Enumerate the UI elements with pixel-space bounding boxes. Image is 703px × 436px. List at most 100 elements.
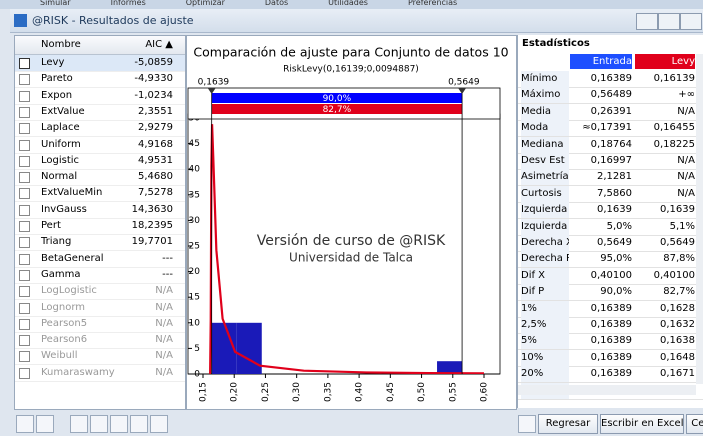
list-row[interactable]: LogLogistic N/A bbox=[15, 283, 185, 301]
column-header: Nombre bbox=[41, 39, 81, 50]
list-row[interactable]: Normal 5,4680 bbox=[15, 169, 185, 187]
list-row[interactable]: Expon -1,0234 bbox=[15, 88, 185, 105]
qq-icon[interactable] bbox=[110, 415, 128, 433]
histogram-bar bbox=[236, 322, 262, 374]
checkbox[interactable] bbox=[19, 106, 30, 118]
y-tick-label: 15 bbox=[189, 293, 200, 303]
checkbox[interactable] bbox=[19, 188, 30, 200]
stats-row: Moda ≈0,17391 0,16455 bbox=[518, 120, 703, 138]
list-row[interactable]: ExtValueMin 7,5278 bbox=[15, 185, 185, 203]
list-row[interactable]: Pert 18,2395 bbox=[15, 218, 185, 235]
list-row[interactable]: Levy -5,0859 bbox=[15, 55, 185, 72]
list-row[interactable]: ExtValue 2,3551 bbox=[15, 104, 185, 121]
histogram-bar bbox=[437, 361, 463, 374]
stat-value: 82,7% bbox=[663, 286, 695, 298]
checkbox[interactable] bbox=[19, 253, 30, 265]
checkbox[interactable] bbox=[19, 302, 30, 314]
list-row[interactable]: Triang 19,7701 bbox=[15, 234, 185, 252]
checkbox[interactable] bbox=[19, 351, 30, 363]
x-tick-label: 0,50 bbox=[417, 382, 427, 402]
stat-value: 2,1281 bbox=[597, 171, 632, 183]
list-row[interactable]: Lognorm N/A bbox=[15, 300, 185, 317]
y-tick-label: 35 bbox=[189, 190, 200, 200]
list-row[interactable]: Uniform 4,9168 bbox=[15, 137, 185, 154]
stat-value: 0,1632 bbox=[660, 319, 695, 330]
list-row[interactable]: Pareto -4,9330 bbox=[15, 71, 185, 89]
list-row[interactable]: Laplace 2,9279 bbox=[15, 120, 185, 138]
stats-row: Mínimo 0,16389 0,16139 bbox=[518, 71, 703, 88]
list-row[interactable]: Pearson5 N/A bbox=[15, 316, 185, 333]
chart-type-icon[interactable] bbox=[130, 415, 148, 433]
stat-value: 0,18764 bbox=[590, 138, 632, 150]
checkbox[interactable] bbox=[19, 367, 30, 379]
stats-row: Dif P 90,0% 82,7% bbox=[518, 284, 703, 302]
checkbox[interactable] bbox=[19, 90, 30, 102]
stat-value: 0,16389 bbox=[590, 335, 632, 347]
list-row[interactable]: Gamma --- bbox=[15, 267, 185, 284]
list-row[interactable]: BetaGeneral --- bbox=[15, 251, 185, 268]
checkbox[interactable] bbox=[19, 318, 30, 330]
checkbox[interactable] bbox=[19, 221, 30, 232]
checkbox[interactable] bbox=[19, 172, 30, 184]
scrollbar bbox=[696, 54, 703, 384]
button[interactable]: Regresar bbox=[538, 414, 598, 434]
aic-value: 2,3551 bbox=[138, 105, 173, 117]
stats-row: Mediana 0,18764 0,18225 bbox=[518, 136, 703, 154]
stats-row: 20% 0,16389 0,1671 bbox=[518, 366, 703, 384]
list-row[interactable]: Weibull N/A bbox=[15, 348, 185, 366]
column-header: Levy bbox=[635, 54, 695, 69]
pp-icon[interactable] bbox=[90, 415, 108, 433]
delimiter-handle[interactable] bbox=[207, 88, 216, 94]
list-row[interactable]: Logistic 4,9531 bbox=[15, 153, 185, 170]
close-button[interactable] bbox=[680, 13, 702, 30]
table-icon[interactable] bbox=[150, 415, 168, 433]
menu-item: Simular bbox=[40, 0, 71, 7]
chart-panel: Comparación de ajuste para Conjunto de d… bbox=[186, 35, 517, 410]
checkbox[interactable] bbox=[19, 269, 30, 281]
checkbox[interactable] bbox=[19, 204, 30, 216]
list-row[interactable]: Pearson6 N/A bbox=[15, 332, 185, 350]
aic-value: N/A bbox=[155, 301, 173, 313]
checkbox[interactable] bbox=[19, 123, 30, 135]
stat-value: 0,16389 bbox=[590, 302, 632, 314]
fit-list: Nombre AIC ▲ Levy -5,0859 Pareto -4,9330 Expon… bbox=[14, 35, 186, 410]
delimiter-bar bbox=[211, 104, 463, 114]
stat-label: 2,5% bbox=[521, 317, 569, 333]
x-tick-label: 0,35 bbox=[323, 382, 333, 402]
aic-value: N/A bbox=[155, 334, 173, 346]
stat-value: N/A bbox=[677, 187, 695, 199]
x-tick-label: 0,60 bbox=[480, 382, 490, 402]
help-icon[interactable] bbox=[16, 415, 34, 433]
distribution-name: Laplace bbox=[41, 122, 80, 134]
checkbox[interactable] bbox=[19, 286, 30, 298]
checkbox[interactable] bbox=[19, 139, 30, 151]
menu-bar: Simular Informes Optimizar Datos Utilidades P… bbox=[0, 0, 703, 9]
list-row[interactable]: InvGauss 14,3630 bbox=[15, 202, 185, 219]
graph-icon[interactable] bbox=[70, 415, 88, 433]
stat-value: N/A bbox=[677, 105, 695, 117]
x-tick-label: 0,15 bbox=[199, 382, 209, 402]
button[interactable]: Cerrar bbox=[686, 414, 703, 434]
button[interactable]: Escribir en Excel bbox=[600, 414, 684, 434]
settings-icon[interactable] bbox=[36, 415, 54, 433]
maximize-button[interactable] bbox=[658, 13, 680, 30]
stat-label: Media bbox=[521, 103, 569, 120]
list-row[interactable]: Kumaraswamy N/A bbox=[15, 365, 185, 382]
distribution-name: Logistic bbox=[41, 154, 80, 166]
distribution-name: Pareto bbox=[41, 73, 73, 85]
minimize-button[interactable] bbox=[636, 13, 658, 30]
chart: Comparación de ajuste para Conjunto de d… bbox=[187, 45, 509, 402]
edit-icon[interactable] bbox=[518, 415, 536, 433]
stat-value: N/A bbox=[677, 171, 695, 183]
stat-value: 0,16389 bbox=[590, 368, 632, 380]
checkbox[interactable] bbox=[19, 74, 30, 86]
checkbox[interactable] bbox=[19, 237, 30, 249]
stat-label: 1% bbox=[521, 300, 569, 317]
delimiter-handle[interactable] bbox=[458, 88, 467, 94]
stats-row: Izquierda X 0,1639 0,1639 bbox=[518, 202, 703, 220]
checkbox[interactable] bbox=[19, 58, 30, 69]
checkbox[interactable] bbox=[19, 335, 30, 347]
delimiter-bar bbox=[211, 93, 463, 103]
delimiter-label: 0,5649 bbox=[448, 78, 480, 88]
checkbox[interactable] bbox=[19, 155, 30, 167]
